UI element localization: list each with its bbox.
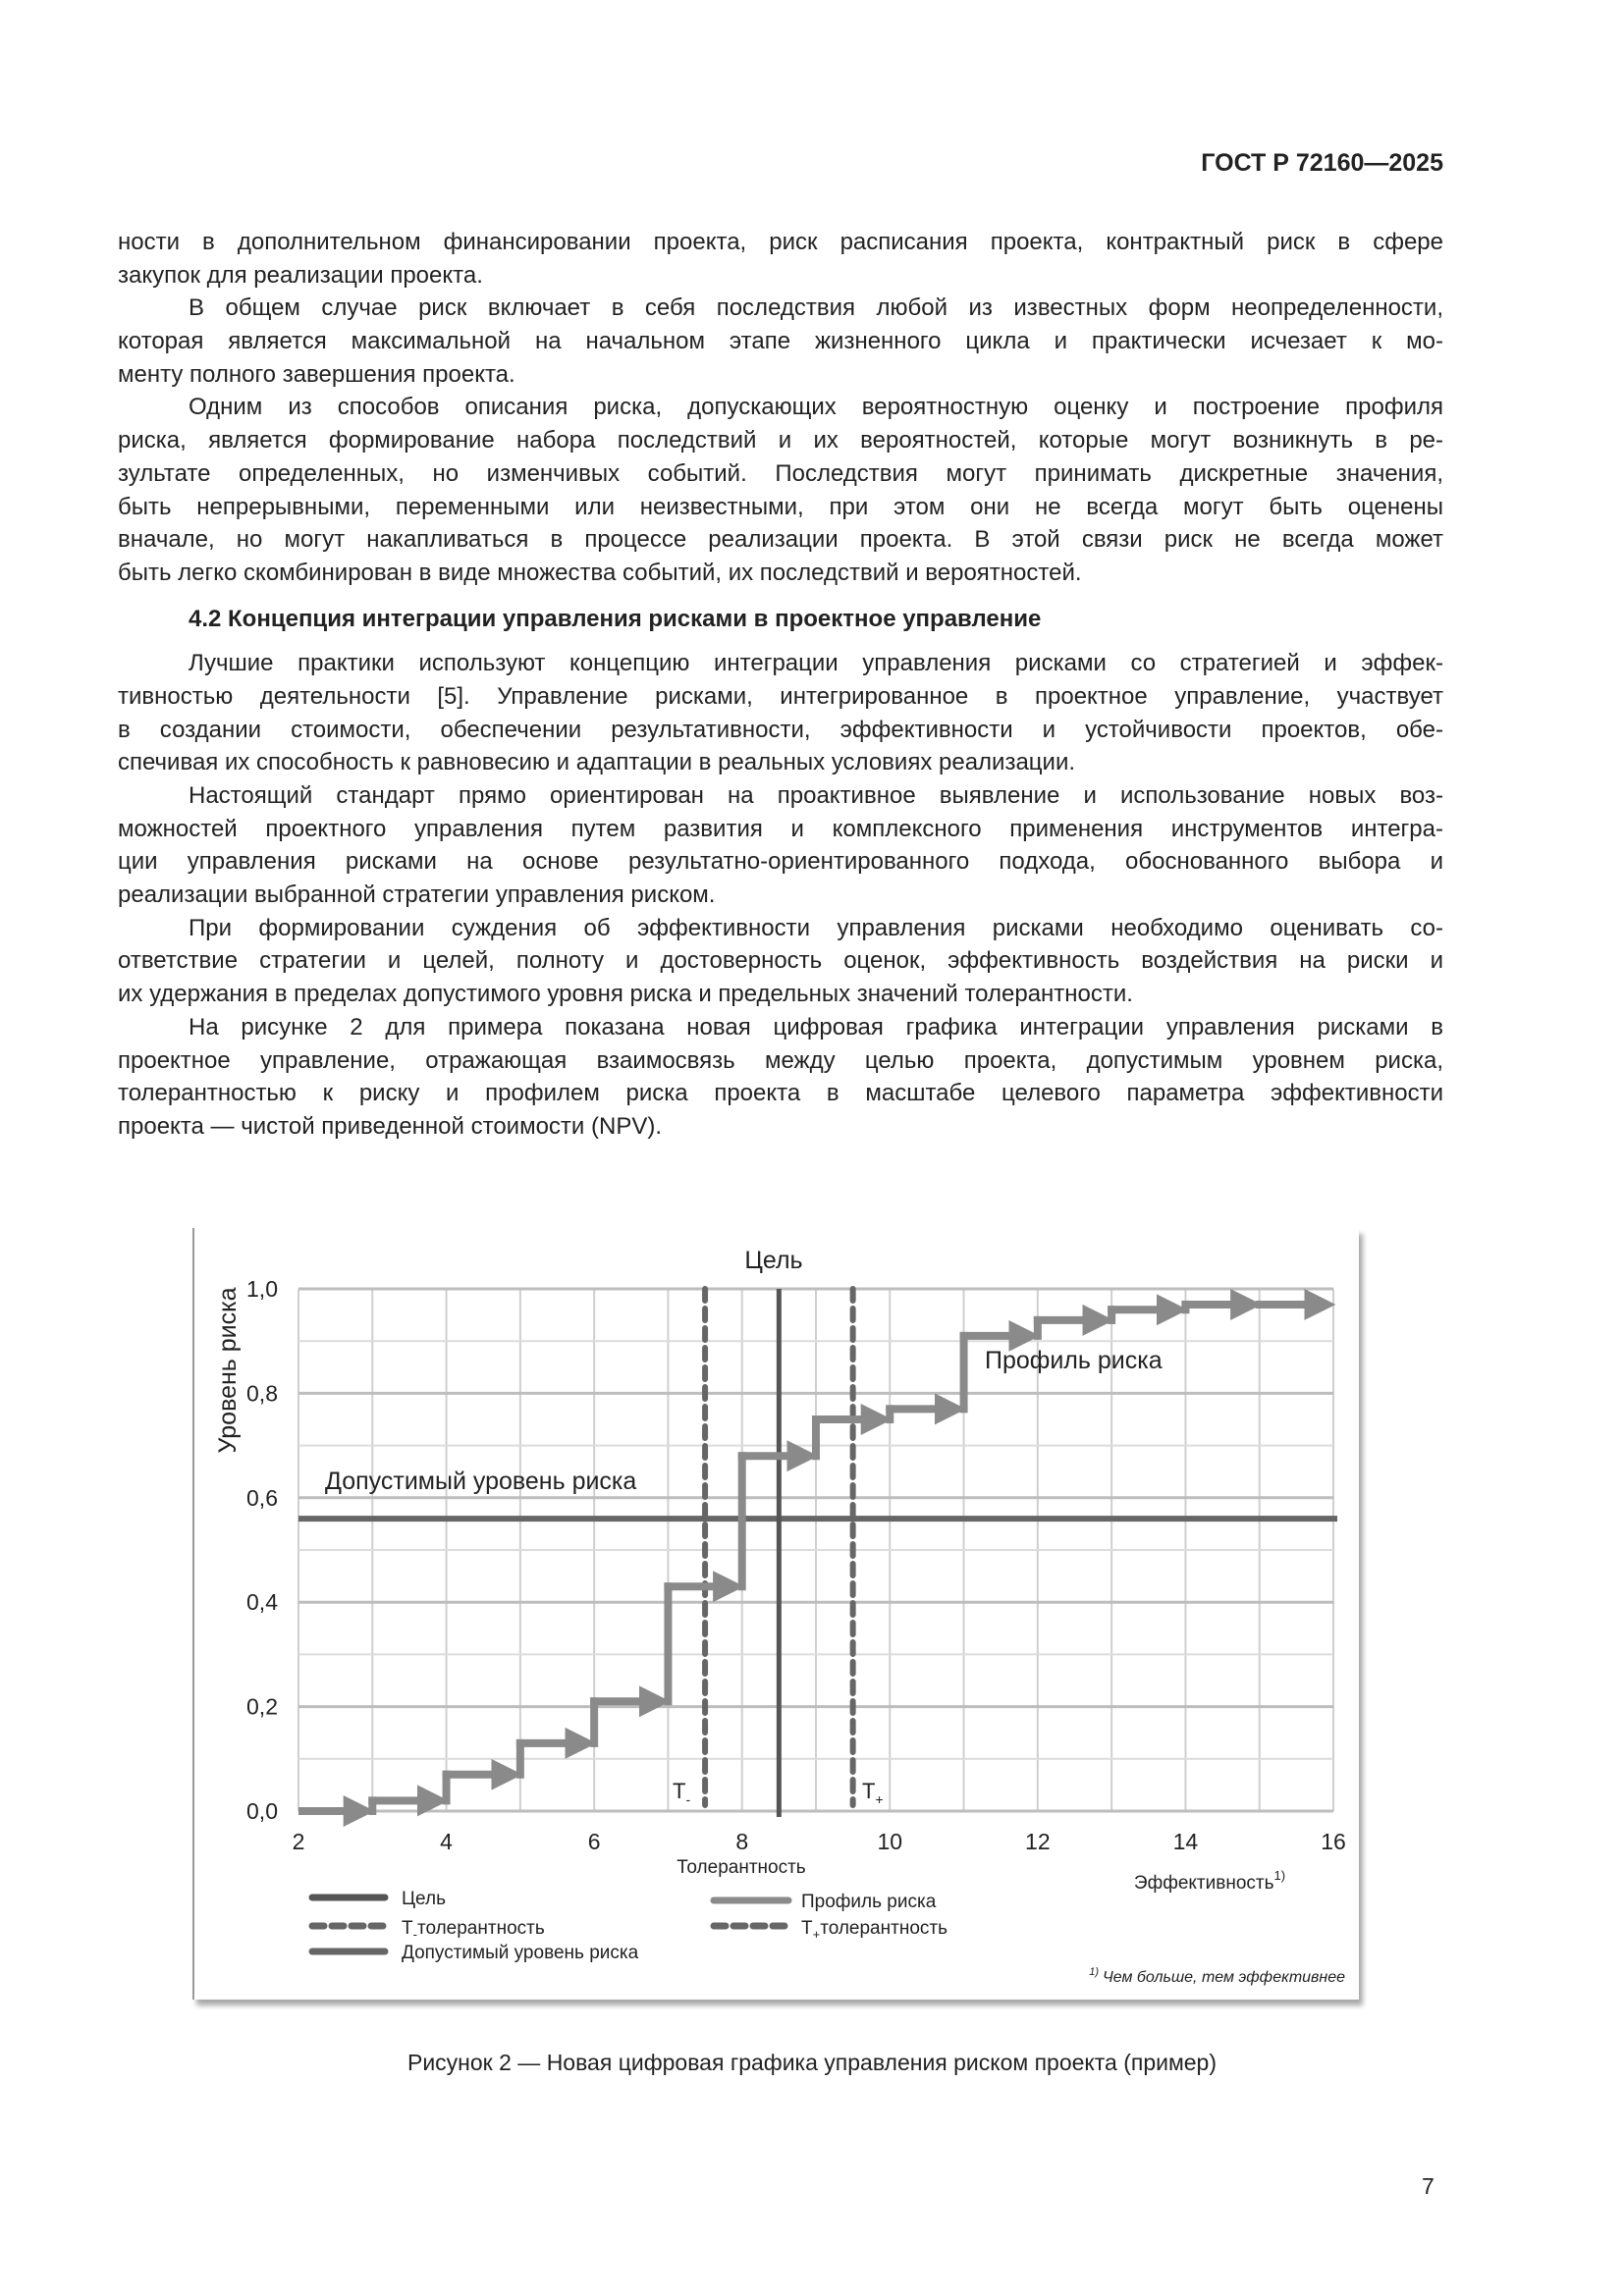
goal-title: Цель [744,1247,802,1274]
x-tick-label: 2 [293,1829,305,1854]
paragraph-line: зультате определенных, но изменчивых соб… [118,459,1443,487]
x-axis-label: Эффективность1) [1134,1868,1285,1894]
paragraph-line: вначале, но могут накапливаться в процес… [118,526,1443,554]
acceptable-risk-annotation: Допустимый уровень риска [325,1468,636,1495]
x-tick-label: 8 [735,1829,748,1854]
paragraph-line: в создании стоимости, обеспечении резуль… [118,716,1443,743]
y-tick-label: 0,6 [246,1485,278,1511]
paragraph-line: ности в дополнительном финансировании пр… [118,229,1443,255]
paragraph-line: реализации выбранной стратегии управлени… [118,881,716,909]
paragraph-line: их удержания в пределах допустимого уров… [118,981,1133,1008]
figure-frame [192,1228,1359,2000]
paragraph-line: В общем случае риск включает в себя посл… [189,294,1443,322]
paragraph-line: Настоящий стандарт прямо ориентирован на… [189,782,1443,809]
x-tick-label: 4 [440,1829,453,1854]
y-axis-label: Уровень риска [214,1287,242,1453]
paragraph-line: ответствие стратегии и целей, полноту и … [118,947,1443,975]
paragraph-line: риска, является формирование набора посл… [118,427,1443,454]
tolerance-label: Толерантность [677,1857,806,1878]
paragraphs-after-heading: Лучшие практики используют концепцию инт… [118,647,1443,1143]
paragraphs-before-heading: ности в дополнительном финансировании пр… [118,226,1443,590]
x-tick-label: 6 [588,1829,601,1854]
paragraph-line: проекта — чистой приведенной стоимости (… [118,1112,662,1140]
y-tick-label: 0,8 [246,1380,278,1406]
paragraph-line: Лучшие практики используют концепцию инт… [189,650,1443,677]
paragraph-line: закупок для реализации проекта. [118,261,483,289]
paragraph-line: При формировании суждения об эффективнос… [189,914,1443,941]
t-plus-label: T+ [862,1779,884,1807]
legend-acceptable-label: Допустимый уровень риска [402,1943,639,1963]
page-number: 7 [1422,2173,1435,2199]
section-heading: 4.2 Концепция интеграции управления риск… [189,605,1042,632]
paragraph-line: На рисунке 2 для примера показана новая … [189,1013,1443,1041]
paragraph-line: ции управления рисками на основе результ… [118,848,1443,876]
paragraph-line: которая является максимальной на начальн… [118,328,1443,355]
figure-caption: Рисунок 2 — Новая цифровая графика управ… [406,2050,1218,2075]
legend-profile-label: Профиль риска [801,1892,937,1912]
risk-profile-annotation: Профиль риска [985,1347,1163,1374]
y-tick-label: 0,2 [246,1694,278,1720]
paragraph-line: толерантностью к риску и профилем риска … [118,1080,1443,1107]
t-minus-label: T- [673,1779,690,1807]
legend-t-minus-label: Т-толерантность [402,1918,545,1942]
paragraph-line: проектное управление, отражающая взаимос… [118,1046,1443,1074]
paragraph-line: Одним из способов описания риска, допуск… [189,394,1443,421]
y-tick-label: 1,0 [246,1276,278,1302]
paragraph-line: спечивая их способность к равновесию и а… [118,749,1076,776]
paragraph-line: быть непрерывными, переменными или неизв… [118,493,1443,520]
x-tick-label: 10 [877,1829,902,1854]
x-tick-label: 14 [1173,1829,1199,1854]
y-tick-label: 0,0 [246,1798,278,1824]
x-tick-label: 16 [1321,1829,1346,1854]
paragraph-line: быть легко скомбинирован в виде множеств… [118,559,1082,586]
legend-t-plus-label: Т+толерантность [801,1918,947,1942]
paragraph-line: менту полного завершения проекта. [118,360,515,388]
legend-goal-label: Цель [402,1889,446,1909]
paragraph-line: можностей проектного управления путем ра… [118,815,1443,842]
footnote: 1) Чем больше, тем эффективнее [1089,1966,1345,1986]
paragraph-line: тивностью деятельности [5]. Управление р… [118,682,1443,710]
document-code-header: ГОСТ Р 72160—2025 [1201,149,1443,177]
y-tick-label: 0,4 [246,1589,278,1615]
body-text: ности в дополнительном финансировании пр… [118,226,1443,1144]
x-tick-label: 12 [1025,1829,1051,1854]
